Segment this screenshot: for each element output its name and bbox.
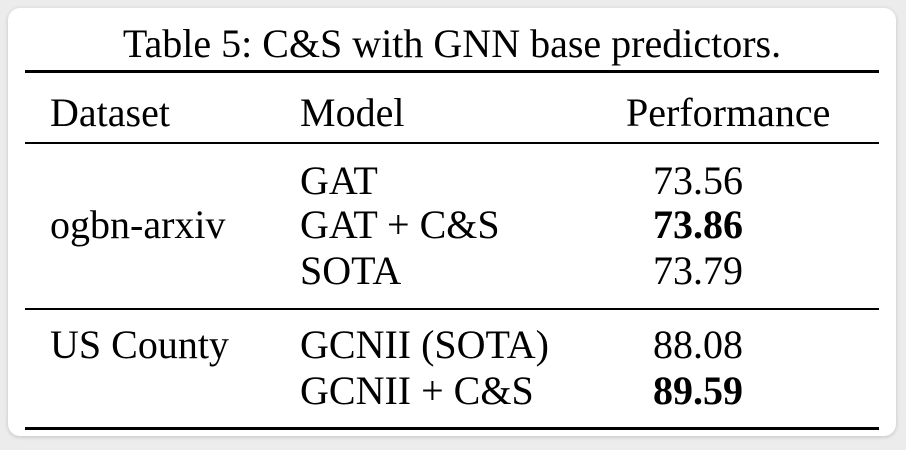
header-dataset: Dataset [50,90,170,135]
performance-cell-best: 73.86 [653,202,743,247]
dataset-cell: US County [50,322,229,367]
table-card: Table 5: C&S with GNN base predictors. D… [8,8,896,436]
model-cell: GAT [300,158,378,203]
dataset-cell: ogbn-arxiv [50,202,226,247]
performance-cell: 73.56 [653,158,743,203]
performance-cell: 88.08 [653,322,743,367]
model-cell: GCNII + C&S [300,368,534,413]
model-cell: SOTA [300,248,402,293]
header-performance: Performance [626,90,831,135]
group-rule [25,308,879,310]
table-caption: Table 5: C&S with GNN base predictors. [122,21,782,66]
header-model: Model [300,90,405,135]
performance-cell-best: 89.59 [653,368,743,413]
header-rule [25,142,879,144]
bottom-rule [25,427,879,430]
model-cell: GCNII (SOTA) [300,322,549,367]
model-cell: GAT + C&S [300,202,500,247]
top-rule [25,70,879,73]
performance-cell: 73.79 [653,248,743,293]
